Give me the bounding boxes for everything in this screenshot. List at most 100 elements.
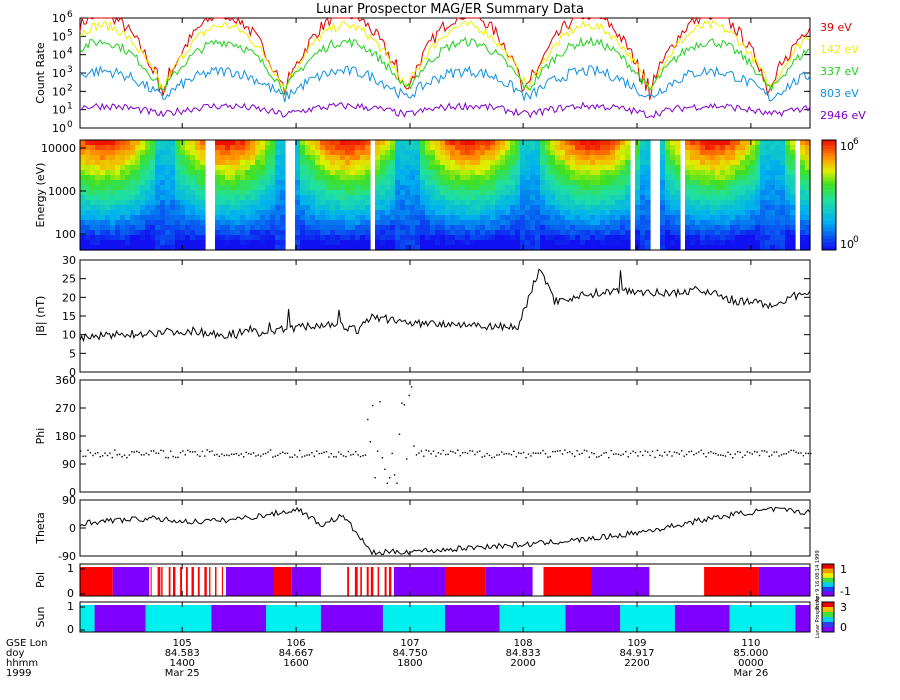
- spectrogram-cell: [805, 165, 811, 171]
- phi-point: [763, 450, 766, 452]
- spectrogram-cell: [540, 220, 546, 226]
- spectrogram-cell: [160, 235, 166, 241]
- spectrogram-cell: [245, 170, 251, 176]
- spectrogram-cell: [445, 185, 451, 191]
- y-tick-label: 10: [52, 30, 66, 43]
- spectrogram-cell: [550, 140, 556, 146]
- spectrogram-cell: [560, 170, 566, 176]
- y-tick-label: 1: [67, 562, 74, 575]
- spectrogram-cell: [445, 195, 451, 201]
- spectrogram-cell: [330, 190, 336, 196]
- spectrogram-cell: [610, 230, 616, 236]
- phi-point: [148, 454, 150, 456]
- spectrogram-cell: [670, 220, 676, 226]
- spectrogram-cell: [555, 190, 561, 196]
- spectrogram-cell: [120, 235, 126, 241]
- spectrogram-cell: [280, 215, 286, 221]
- spectrogram-cell: [110, 145, 116, 151]
- spectrogram-cell: [545, 165, 551, 171]
- spectrogram-cell: [155, 170, 161, 176]
- spectrogram-cell: [560, 150, 566, 156]
- spectrogram-cell: [105, 230, 111, 236]
- spectrogram-cell: [425, 205, 431, 211]
- spectrogram-cell: [350, 140, 356, 146]
- phi-point: [744, 454, 746, 456]
- spectrogram-cell: [625, 170, 631, 176]
- spectrogram-cell: [365, 215, 371, 221]
- spectrogram-cell: [760, 145, 766, 151]
- spectrogram-cell: [360, 145, 366, 151]
- phi-point: [162, 450, 165, 452]
- spectrogram-cell: [555, 220, 561, 226]
- spectrogram-cell: [560, 180, 566, 186]
- spectrogram-cell: [220, 225, 226, 231]
- spectrogram-cell: [695, 160, 701, 166]
- spectrogram-cell: [170, 200, 176, 206]
- spectrogram-cell: [125, 210, 131, 216]
- spectrogram-cell: [350, 200, 356, 206]
- spectrogram-cell: [665, 215, 671, 221]
- spectrogram-cell: [390, 195, 396, 201]
- colorbar-cell: [822, 166, 836, 169]
- spectrogram-cell: [565, 180, 571, 186]
- spectrogram-cell: [640, 240, 646, 246]
- spectrogram-cell: [785, 245, 791, 251]
- spectrogram-cell: [505, 155, 511, 161]
- spectrogram-cell: [350, 180, 356, 186]
- phi-point: [325, 451, 328, 453]
- spectrogram-cell: [690, 170, 696, 176]
- spectrogram-cell: [80, 190, 86, 196]
- spectrogram-cell: [505, 160, 511, 166]
- spectrogram-cell: [590, 165, 596, 171]
- spectrogram-cell: [130, 155, 136, 161]
- spectrogram-cell: [455, 215, 461, 221]
- spectrogram-cell: [540, 190, 546, 196]
- spectrogram-cell: [280, 165, 286, 171]
- spectrogram-cell: [615, 245, 621, 251]
- spectrogram-cell: [515, 140, 521, 146]
- spectrogram-cell: [385, 225, 391, 231]
- spectrogram-cell: [700, 215, 706, 221]
- spectrogram-cell: [180, 175, 186, 181]
- spectrogram-cell: [185, 200, 191, 206]
- spectrogram-cell: [420, 195, 426, 201]
- phi-point: [685, 453, 688, 456]
- bar-segment: [157, 567, 161, 596]
- spectrogram-cell: [120, 170, 126, 176]
- spectrogram-cell: [365, 155, 371, 161]
- spectrogram-cell: [95, 215, 101, 221]
- spectrogram-cell: [105, 155, 111, 161]
- spectrogram-cell: [565, 215, 571, 221]
- spectrogram-cell: [785, 240, 791, 246]
- y-tick-label: 5: [69, 347, 76, 360]
- spectrogram-cell: [580, 180, 586, 186]
- spectrogram-cell: [500, 160, 506, 166]
- spectrogram-cell: [255, 160, 261, 166]
- phi-point: [659, 454, 661, 456]
- phi-point: [201, 450, 204, 453]
- spectrogram-cell: [665, 225, 671, 231]
- spectrogram-cell: [435, 210, 441, 216]
- spectrogram-cell: [400, 245, 406, 251]
- spectrogram-cell: [395, 240, 401, 246]
- spectrogram-cell: [710, 195, 716, 201]
- spectrogram-cell: [715, 220, 721, 226]
- spectrogram-cell: [165, 165, 171, 171]
- spectrogram-cell: [420, 235, 426, 241]
- spectrogram-cell: [215, 205, 221, 211]
- spectrogram-cell: [700, 220, 706, 226]
- spectrogram-cell: [745, 185, 751, 191]
- y-axis-label: Energy (eV): [34, 163, 47, 228]
- spectrogram-cell: [715, 205, 721, 211]
- spectrogram-cell: [300, 190, 306, 196]
- spectrogram-cell: [675, 180, 681, 186]
- spectrogram-cell: [345, 165, 351, 171]
- colorbar-cell: [822, 243, 836, 246]
- spectrogram-cell: [190, 240, 196, 246]
- spectrogram-cell: [740, 205, 746, 211]
- spectrogram-cell: [560, 220, 566, 226]
- spectrogram-cell: [690, 235, 696, 241]
- phi-point: [501, 451, 503, 453]
- x-row-label: doy: [6, 648, 24, 659]
- spectrogram-cell: [770, 140, 776, 146]
